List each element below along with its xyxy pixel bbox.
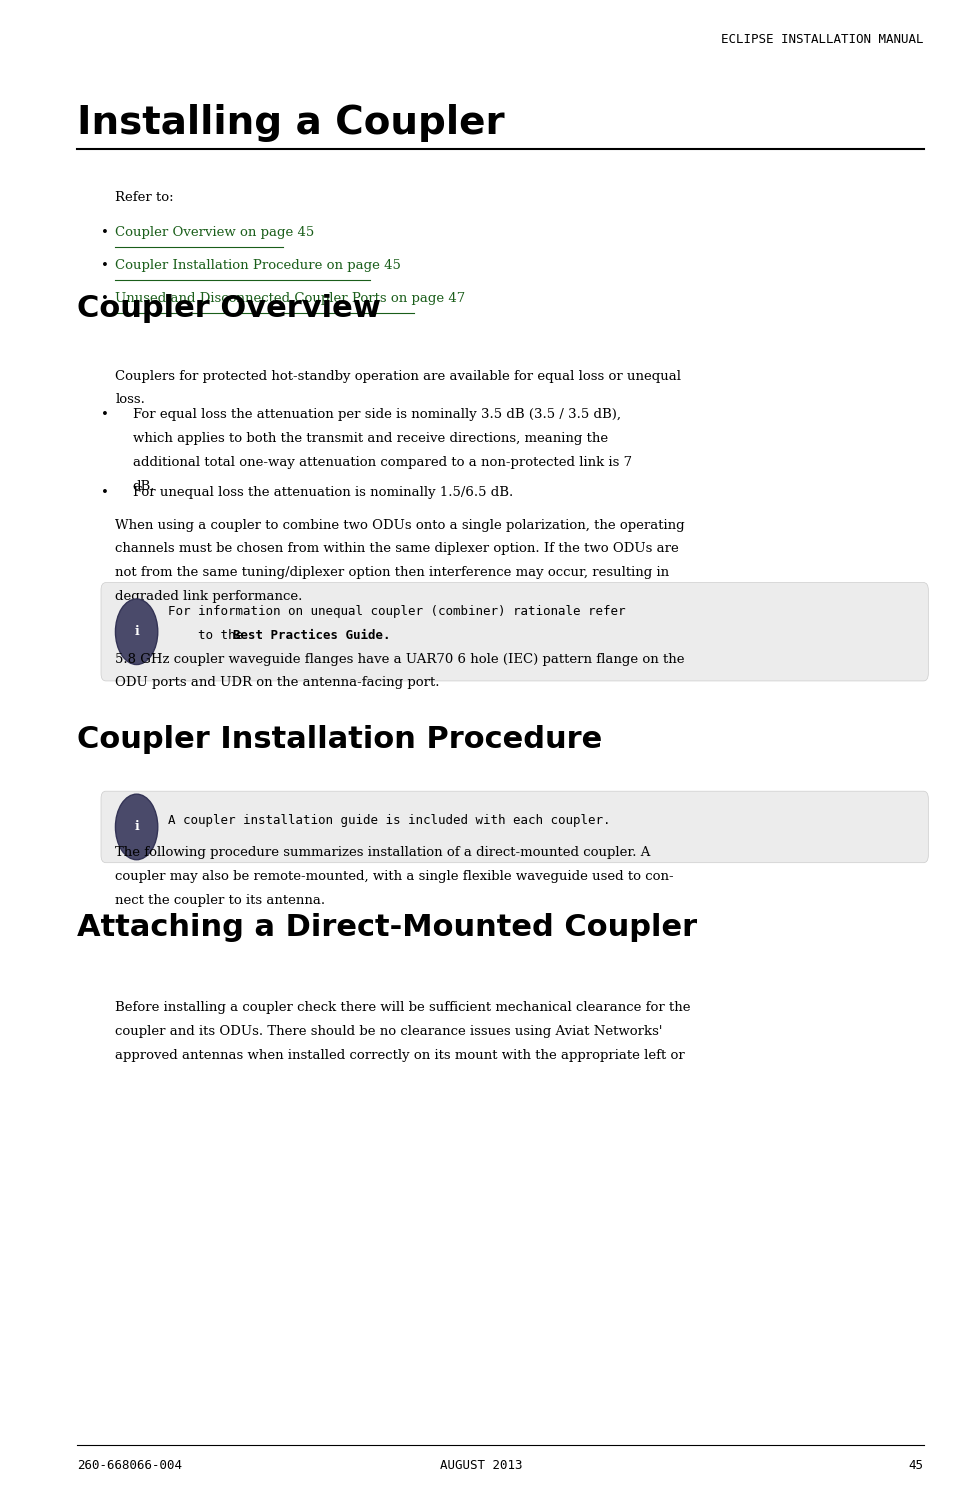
Text: i: i: [135, 821, 138, 833]
Text: additional total one-way attenuation compared to a non-protected link is 7: additional total one-way attenuation com…: [133, 456, 631, 469]
Text: The following procedure summarizes installation of a direct-mounted coupler. A: The following procedure summarizes insta…: [115, 846, 651, 860]
Text: AUGUST 2013: AUGUST 2013: [439, 1459, 522, 1472]
Text: Installing a Coupler: Installing a Coupler: [77, 103, 505, 142]
Text: Coupler Installation Procedure on page 45: Coupler Installation Procedure on page 4…: [115, 259, 401, 273]
Text: Coupler Overview on page 45: Coupler Overview on page 45: [115, 226, 314, 240]
Text: •: •: [101, 292, 109, 305]
Text: When using a coupler to combine two ODUs onto a single polarization, the operati: When using a coupler to combine two ODUs…: [115, 519, 684, 532]
Text: nect the coupler to its antenna.: nect the coupler to its antenna.: [115, 894, 325, 907]
Text: •: •: [101, 486, 109, 499]
Text: A coupler installation guide is included with each coupler.: A coupler installation guide is included…: [168, 814, 610, 827]
Text: For unequal loss the attenuation is nominally 1.5/6.5 dB.: For unequal loss the attenuation is nomi…: [133, 486, 512, 499]
Text: to the: to the: [168, 629, 251, 642]
Text: loss.: loss.: [115, 393, 145, 407]
Text: Couplers for protected hot-standby operation are available for equal loss or une: Couplers for protected hot-standby opera…: [115, 370, 680, 383]
Text: Before installing a coupler check there will be sufficient mechanical clearance : Before installing a coupler check there …: [115, 1001, 690, 1015]
Text: •: •: [101, 226, 109, 240]
Text: 5.8 GHz coupler waveguide flanges have a UAR70 6 hole (IEC) pattern flange on th: 5.8 GHz coupler waveguide flanges have a…: [115, 653, 684, 666]
Text: Coupler Installation Procedure: Coupler Installation Procedure: [77, 726, 602, 754]
Text: channels must be chosen from within the same diplexer option. If the two ODUs ar: channels must be chosen from within the …: [115, 542, 678, 556]
Text: 45: 45: [907, 1459, 923, 1472]
Text: •: •: [101, 408, 109, 422]
Text: 260-668066-004: 260-668066-004: [77, 1459, 182, 1472]
Text: For information on unequal coupler (combiner) rationale refer: For information on unequal coupler (comb…: [168, 605, 626, 618]
Circle shape: [115, 794, 158, 860]
Text: ECLIPSE INSTALLATION MANUAL: ECLIPSE INSTALLATION MANUAL: [721, 33, 923, 46]
Text: degraded link performance.: degraded link performance.: [115, 590, 303, 603]
Text: ODU ports and UDR on the antenna-facing port.: ODU ports and UDR on the antenna-facing …: [115, 676, 439, 690]
Text: Unused and Disconnected Coupler Ports on page 47: Unused and Disconnected Coupler Ports on…: [115, 292, 465, 305]
FancyBboxPatch shape: [101, 791, 927, 863]
Text: not from the same tuning/diplexer option then interference may occur, resulting : not from the same tuning/diplexer option…: [115, 566, 669, 580]
Text: •: •: [101, 259, 109, 273]
Text: which applies to both the transmit and receive directions, meaning the: which applies to both the transmit and r…: [133, 432, 607, 446]
Text: i: i: [135, 626, 138, 638]
Text: Refer to:: Refer to:: [115, 191, 174, 204]
Text: coupler may also be remote-mounted, with a single flexible waveguide used to con: coupler may also be remote-mounted, with…: [115, 870, 674, 884]
Text: approved antennas when installed correctly on its mount with the appropriate lef: approved antennas when installed correct…: [115, 1049, 684, 1062]
Text: Best Practices Guide.: Best Practices Guide.: [234, 629, 390, 642]
Text: dB.: dB.: [133, 480, 155, 493]
FancyBboxPatch shape: [101, 583, 927, 681]
Circle shape: [115, 599, 158, 665]
Text: coupler and its ODUs. There should be no clearance issues using Aviat Networks': coupler and its ODUs. There should be no…: [115, 1025, 662, 1039]
Text: Attaching a Direct-Mounted Coupler: Attaching a Direct-Mounted Coupler: [77, 913, 697, 942]
Text: Coupler Overview: Coupler Overview: [77, 295, 381, 323]
Text: For equal loss the attenuation per side is nominally 3.5 dB (3.5 / 3.5 dB),: For equal loss the attenuation per side …: [133, 408, 620, 422]
